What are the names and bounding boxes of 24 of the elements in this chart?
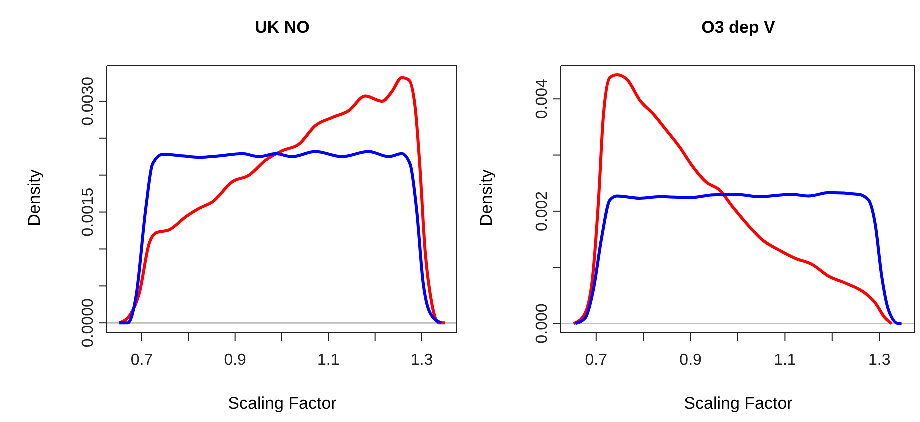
y-axis-title: Density (25, 168, 45, 228)
y-tick-label: 0.0015 (80, 188, 97, 237)
x-tick-label: 1.3 (868, 352, 891, 369)
y-tick-label: 0.000 (534, 304, 551, 344)
x-axis-title: Scaling Factor (683, 394, 794, 414)
x-tick-label: 0.9 (680, 352, 702, 369)
chart-title: O3 dep V (700, 18, 776, 38)
line-series (572, 73, 894, 326)
chart-title: UK NO (254, 18, 311, 38)
x-tick-label: 1.1 (774, 352, 796, 369)
y-tick-label: 0.002 (534, 191, 551, 232)
y-axis-title: Density (477, 168, 497, 228)
line-series (574, 191, 904, 326)
line-series (118, 76, 447, 325)
x-tick-label: 0.7 (130, 352, 154, 369)
x-tick-label: 1.3 (410, 352, 434, 369)
x-tick-label: 1.1 (318, 352, 340, 369)
y-tick-label: 0.0000 (80, 298, 97, 348)
y-tick-label: 0.0030 (80, 76, 97, 126)
y-tick-label: 0.004 (534, 79, 551, 120)
x-axis-title: Scaling Factor (227, 394, 338, 414)
x-tick-label: 0.9 (224, 352, 247, 369)
x-tick-label: 0.7 (585, 352, 608, 369)
line-series (118, 150, 444, 325)
